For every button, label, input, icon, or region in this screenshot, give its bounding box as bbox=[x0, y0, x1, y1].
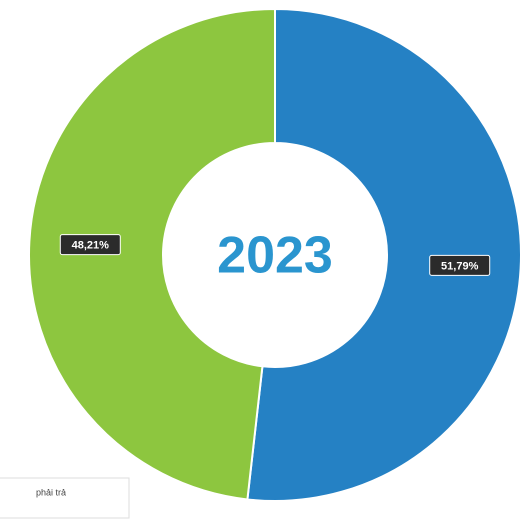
value-label: 48,21% bbox=[72, 240, 110, 252]
legend-text: phải trả bbox=[36, 487, 66, 497]
donut-segment bbox=[28, 7, 276, 501]
value-label-box bbox=[429, 254, 491, 276]
value-label: 51,79% bbox=[441, 260, 479, 272]
center-label: 2023 bbox=[217, 227, 333, 285]
donut-segment bbox=[246, 7, 522, 502]
legend-box bbox=[0, 477, 130, 519]
value-label-box bbox=[59, 234, 121, 256]
